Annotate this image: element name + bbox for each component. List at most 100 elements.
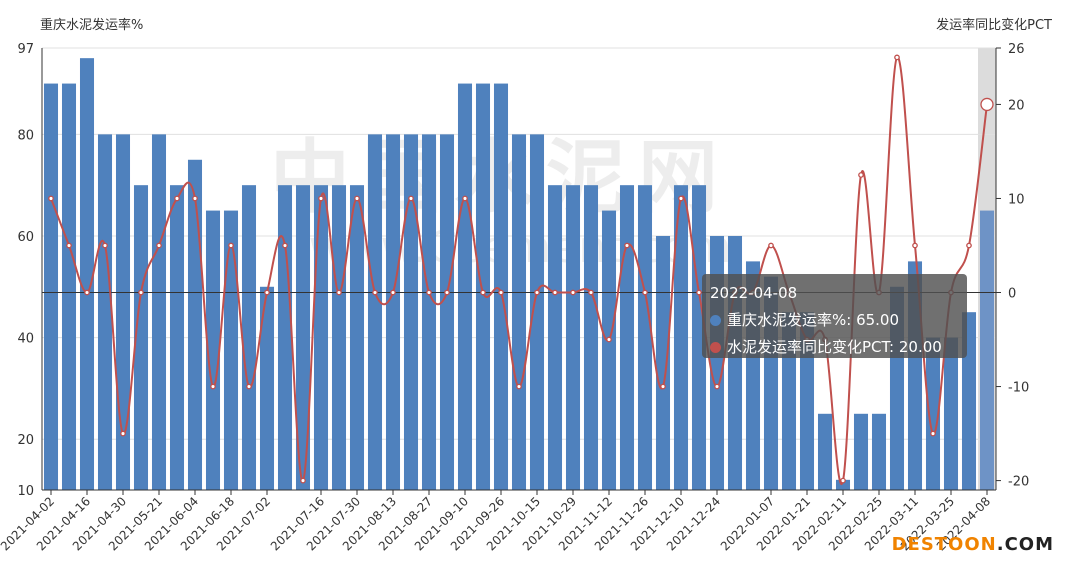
line-point (642, 289, 648, 296)
bar (43, 83, 59, 490)
line-point (210, 383, 216, 390)
bar (259, 286, 275, 490)
line-point (624, 242, 630, 249)
left-tick-label: 10 (17, 484, 34, 499)
site-watermark-part1: DESTOON (891, 534, 997, 555)
bar (853, 413, 869, 490)
bar (133, 185, 149, 490)
right-tick-label: 20 (1008, 98, 1025, 113)
line-point (966, 242, 972, 249)
line-point (264, 289, 270, 296)
line-point (300, 477, 306, 484)
right-tick-label: -20 (1008, 475, 1029, 490)
line-point (372, 289, 378, 296)
line-point (462, 195, 468, 202)
bar (367, 134, 383, 491)
tooltip-date: 2022-04-08 (710, 284, 798, 302)
line-point (534, 289, 540, 296)
bar (925, 337, 941, 490)
bar (943, 337, 959, 490)
line-point (282, 242, 288, 249)
bar (673, 185, 689, 490)
bar (385, 134, 401, 491)
bar (349, 185, 365, 490)
line-point (444, 289, 450, 296)
tooltip-line-row: 水泥发运率同比变化PCT: 20.00 (710, 334, 959, 361)
right-tick-label: -10 (1008, 381, 1029, 396)
left-tick-label: 60 (17, 230, 34, 245)
bar (241, 185, 257, 490)
bar (457, 83, 473, 490)
bar (601, 210, 617, 490)
left-tick-label: 80 (17, 128, 34, 143)
site-watermark: DESTOON.COM (892, 534, 1054, 555)
chart-tooltip: 2022-04-08 重庆水泥发运率%: 65.00 水泥发运率同比变化PCT:… (702, 274, 967, 358)
line-point (840, 477, 846, 484)
bar (97, 134, 113, 491)
bar (169, 185, 185, 490)
bar (835, 479, 851, 490)
line-point (606, 336, 612, 343)
bar (187, 159, 203, 490)
bar (403, 134, 419, 491)
bar-series-dot-icon (710, 315, 721, 326)
bar (151, 134, 167, 491)
line-point (102, 242, 108, 249)
line-point (980, 97, 994, 112)
line-point (66, 242, 72, 249)
left-axis-title: 重庆水泥发运率% (40, 18, 144, 33)
left-tick-label: 97 (17, 42, 34, 57)
line-point (408, 195, 414, 202)
bar (655, 235, 671, 490)
line-point (318, 195, 324, 202)
bar (295, 185, 311, 490)
line-point (912, 242, 918, 249)
tooltip-bar-row: 重庆水泥发运率%: 65.00 (710, 307, 959, 334)
line-point (516, 383, 522, 390)
line-point (768, 242, 774, 249)
site-watermark-part2: .COM (996, 534, 1054, 555)
bar (619, 185, 635, 490)
bar (61, 83, 77, 490)
bar (565, 185, 581, 490)
bar (637, 185, 653, 490)
line-point (48, 195, 54, 202)
bar (277, 185, 293, 490)
bar (871, 413, 887, 490)
line-point (174, 195, 180, 202)
line-point (156, 242, 162, 249)
line-point (426, 289, 432, 296)
right-axis-title: 发运率同比变化PCT (936, 18, 1052, 33)
line-point (192, 195, 198, 202)
bar (439, 134, 455, 491)
line-point (678, 195, 684, 202)
line-point (660, 383, 666, 390)
bar (223, 210, 239, 490)
line-point (390, 289, 396, 296)
line-point (498, 289, 504, 296)
bar (547, 185, 563, 490)
bar (421, 134, 437, 491)
bar (493, 83, 509, 490)
bar (313, 185, 329, 490)
tooltip-line-text: 水泥发运率同比变化PCT: 20.00 (727, 338, 942, 356)
line-point (570, 289, 576, 296)
bar (979, 210, 995, 490)
bar (115, 134, 131, 491)
left-tick-label: 40 (17, 332, 34, 347)
bar (79, 58, 95, 490)
left-tick-label: 20 (17, 433, 34, 448)
line-point (480, 289, 486, 296)
line-point (714, 383, 720, 390)
line-point (588, 289, 594, 296)
bar (511, 134, 527, 491)
line-point (354, 195, 360, 202)
right-tick-label: 10 (1008, 192, 1025, 207)
tooltip-bar-text: 重庆水泥发运率%: 65.00 (727, 311, 900, 329)
bar (205, 210, 221, 490)
right-tick-label: 26 (1008, 42, 1025, 57)
line-point (84, 289, 90, 296)
bar (331, 185, 347, 490)
line-point (858, 172, 864, 178)
